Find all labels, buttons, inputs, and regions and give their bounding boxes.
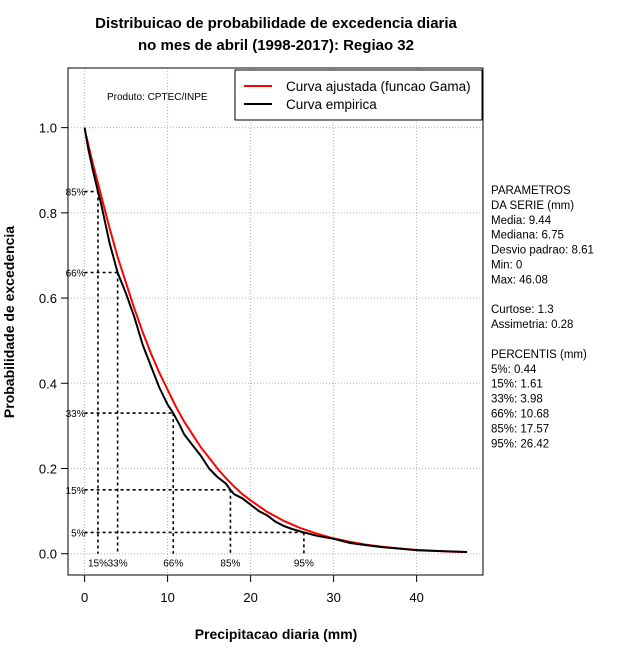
y-tick-label: 0.8: [39, 206, 57, 221]
x-tick-label: 10: [160, 590, 174, 605]
x-axis-label: Precipitacao diaria (mm): [195, 626, 358, 642]
series-lines: [83, 127, 468, 553]
x-tick-label: 0: [81, 590, 88, 605]
percentile-label-y-3: 15%: [66, 486, 86, 497]
x-tick-label: 30: [326, 590, 340, 605]
stats-line-15: 66%: 10.68: [491, 409, 549, 421]
stats-line-2: Media: 9.44: [491, 215, 552, 227]
stats-line-11: PERCENTIS (mm): [491, 349, 587, 361]
legend-label-empirical: Curva empirica: [286, 97, 377, 112]
stats-line-6: Max: 46.08: [491, 274, 548, 286]
percentile-markers: 85% 15% 66% 33% 33% 66% 15% 85% 5% 95%: [66, 188, 314, 570]
y-tick-label: 0.6: [39, 291, 57, 306]
x-tick-label: 20: [243, 590, 257, 605]
series-line-empirical: [83, 127, 468, 553]
x-tick-label: 40: [409, 590, 423, 605]
legend: Curva ajustada (funcao Gama) Curva empir…: [234, 69, 483, 121]
percentile-label-x-0: 15%: [88, 559, 108, 570]
stats-line-5: Min: 0: [491, 260, 522, 272]
stats-line-16: 85%: 17.57: [491, 423, 549, 435]
y-tick-label: 0.2: [39, 461, 57, 476]
legend-label-fitted: Curva ajustada (funcao Gama): [286, 79, 471, 94]
stats-line-9: Assimetria: 0.28: [491, 319, 573, 331]
y-tick-label: 0.0: [39, 547, 57, 562]
percentile-label-x-4: 95%: [294, 559, 314, 570]
stats-line-13: 15%: 1.61: [491, 379, 543, 391]
stats-line-12: 5%: 0.44: [491, 364, 537, 376]
legend-box: [234, 69, 483, 121]
plot-frame: [67, 67, 484, 576]
percentile-label-x-1: 33%: [108, 559, 128, 570]
product-label: Produto: CPTEC/INPE: [107, 92, 208, 103]
percentile-label-y-1: 66%: [66, 269, 86, 280]
chart-title-line1: Distribuicao de probabilidade de exceden…: [95, 15, 457, 32]
stats-line-3: Mediana: 6.75: [491, 230, 564, 242]
stats-line-14: 33%: 3.98: [491, 394, 543, 406]
y-axis-label: Probabilidade de excedencia: [1, 226, 17, 418]
chart-title-line2: no mes de abril (1998-2017): Regiao 32: [138, 37, 414, 54]
percentile-label-y-2: 33%: [66, 409, 86, 420]
grid: [68, 68, 483, 575]
y-tick-label: 0.4: [39, 376, 57, 391]
percentile-label-x-2: 66%: [163, 559, 183, 570]
stats-line-0: PARAMETROS: [491, 185, 571, 197]
percentile-label-y-0: 85%: [66, 188, 86, 199]
stats-line-17: 95%: 26.42: [491, 438, 549, 450]
stats-line-4: Desvio padrao: 8.61: [491, 245, 594, 257]
stats-panel: PARAMETROS DA SERIE (mm) Media: 9.44 Medi…: [491, 185, 594, 450]
stats-line-8: Curtose: 1.3: [491, 304, 554, 316]
y-tick-label: 1.0: [39, 121, 57, 136]
stats-line-1: DA SERIE (mm): [491, 200, 574, 212]
percentile-label-x-3: 85%: [220, 559, 240, 570]
percentile-label-y-4: 5%: [71, 528, 86, 539]
y-axis: 0.0 0.2 0.4 0.6 0.8 1.0: [39, 121, 68, 562]
x-axis: 0 10 20 30 40: [81, 575, 424, 605]
